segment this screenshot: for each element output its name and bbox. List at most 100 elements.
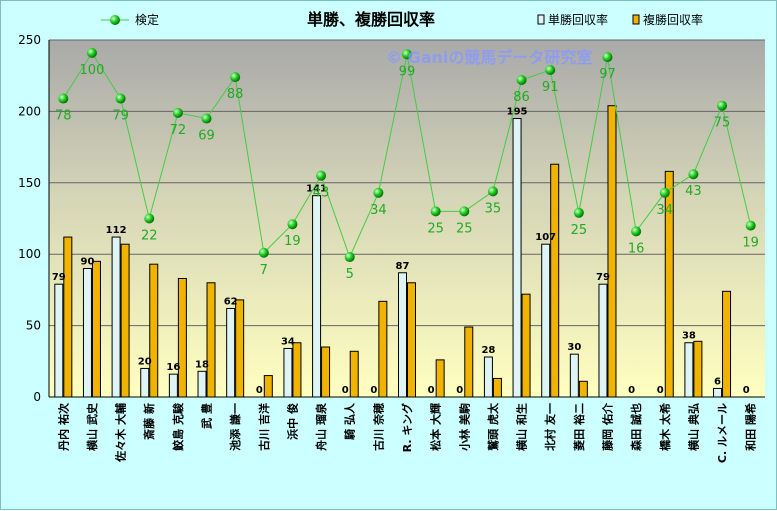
win-bar-label: 107 — [535, 232, 556, 243]
win-bar — [168, 373, 178, 398]
line-point — [344, 252, 355, 263]
y-tick-label: 50 — [26, 319, 41, 333]
line-point-label: 25 — [571, 223, 588, 238]
line-point — [459, 206, 470, 217]
win-bar-label: 112 — [106, 225, 127, 236]
win-bar-label: 0 — [428, 385, 435, 396]
line-point-label: 43 — [685, 184, 702, 199]
category-label: 藤岡 佑介 — [600, 402, 614, 451]
win-bar — [713, 387, 723, 398]
legend-place-swatch — [632, 14, 640, 25]
win-bar-label: 195 — [507, 107, 528, 118]
win-bar-label: 0 — [456, 385, 463, 396]
line-point — [545, 64, 556, 75]
win-bar-label: 62 — [224, 296, 238, 307]
win-bar-label: 30 — [567, 342, 581, 353]
win-bar-label: 79 — [52, 272, 66, 283]
legend-win-swatch — [537, 14, 545, 25]
line-point — [631, 226, 642, 237]
place-bar — [91, 260, 101, 398]
line-point-label: 99 — [399, 64, 416, 79]
win-bar — [111, 236, 121, 398]
line-point — [688, 169, 699, 180]
category-label: 橋木 太希 — [658, 403, 672, 451]
legend-label-win: 単勝回収率 — [548, 12, 608, 27]
line-point-label: 7 — [260, 263, 268, 278]
win-bar-label: 0 — [743, 385, 750, 396]
win-bar — [684, 342, 694, 398]
line-point — [516, 74, 527, 85]
place-bar — [492, 377, 502, 398]
win-bar — [398, 272, 407, 398]
win-bar-label: 28 — [481, 345, 495, 356]
line-point-label: 78 — [55, 109, 72, 124]
line-point — [201, 113, 212, 124]
line-point-label: 35 — [485, 201, 502, 216]
win-bar — [483, 356, 493, 398]
line-series: 78 100 79 22 72 69 88 7 19 43 5 34 99 25 25 35 86 91 25 97 1… — [55, 47, 759, 282]
win-bar-label: 141 — [306, 184, 327, 195]
line-point — [258, 247, 269, 258]
line-point-label: 43 — [313, 186, 330, 201]
place-bar — [435, 359, 445, 398]
category-label: 斎藤 新 — [142, 403, 156, 440]
win-bar-label: 20 — [138, 356, 152, 367]
line-point — [573, 207, 584, 218]
line-point-label: 16 — [628, 241, 645, 256]
line-point — [745, 220, 756, 231]
place-bar — [177, 277, 187, 398]
y-tick-label: 0 — [33, 390, 41, 404]
line-point-label: 88 — [227, 87, 244, 102]
watermark: © Ganiの競馬データ研究室 — [386, 48, 592, 67]
category-label: 浜中 俊 — [285, 403, 299, 440]
line-point-label: 69 — [198, 129, 215, 144]
win-bar — [569, 353, 579, 398]
place-bar — [378, 300, 388, 398]
y-tick-label: 100 — [18, 247, 41, 261]
line-point — [172, 107, 183, 118]
line-point-label: 34 — [370, 203, 387, 218]
line-point — [316, 170, 327, 181]
category-label: 騎 弘人 — [343, 402, 357, 440]
win-bar-label: 79 — [596, 272, 610, 283]
line-point-label: 100 — [80, 63, 105, 78]
category-label: R. キング — [400, 403, 414, 452]
line-point — [58, 93, 69, 104]
line-point — [287, 219, 298, 230]
line-point — [430, 206, 441, 217]
win-bar-label: 0 — [657, 385, 664, 396]
y-tick-label: 200 — [18, 104, 41, 118]
legend-line-marker — [110, 15, 120, 25]
category-label: C. ルメール — [716, 403, 729, 463]
win-bar-label: 16 — [166, 362, 180, 373]
line-point — [144, 213, 155, 224]
place-bar — [464, 326, 474, 398]
place-bar — [407, 282, 416, 398]
line-point-label: 72 — [170, 123, 187, 138]
line-point-label: 97 — [599, 67, 616, 82]
place-bar — [292, 342, 302, 398]
win-bar-label: 0 — [256, 385, 263, 396]
category-label: 菱田 裕二 — [572, 403, 586, 451]
place-bar — [664, 170, 674, 398]
category-label: 北村 友一 — [543, 403, 557, 451]
place-bar — [235, 299, 245, 398]
place-bar — [349, 350, 359, 398]
win-bar — [140, 367, 150, 398]
category-label: 古川 奈穂 — [371, 403, 385, 451]
win-bar-label: 38 — [682, 331, 696, 342]
place-bar — [120, 243, 130, 398]
win-bar-label: 90 — [80, 256, 94, 267]
win-bar-label: 87 — [396, 261, 410, 272]
category-label: 鮫島 克駿 — [171, 402, 185, 451]
line-point — [230, 72, 241, 83]
line-point — [402, 49, 412, 60]
line-point-label: 34 — [656, 203, 673, 218]
line-point — [602, 52, 613, 63]
legend-label-place: 複勝回収率 — [643, 12, 703, 27]
line-point — [487, 186, 498, 197]
place-bar — [521, 293, 531, 398]
line-point — [659, 187, 670, 198]
